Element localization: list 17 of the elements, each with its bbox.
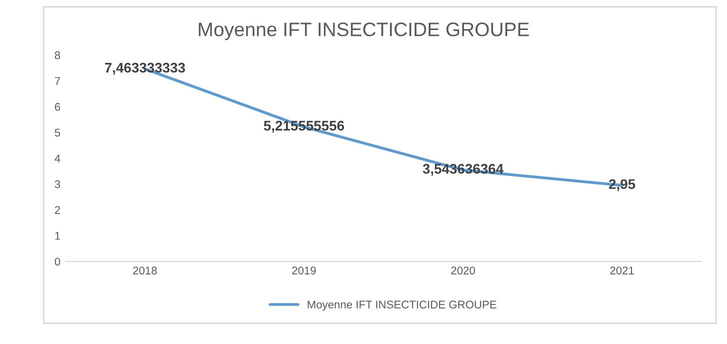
data-label: 7,463333333 — [104, 62, 185, 75]
legend-label: Moyenne IFT INSECTICIDE GROUPE — [308, 300, 496, 311]
data-label: 2,95 — [609, 179, 636, 192]
y-tick-label: 2 — [54, 206, 60, 214]
y-tick-label: 6 — [54, 102, 60, 111]
x-tick-label: 2020 — [451, 266, 475, 274]
y-tick-label: 3 — [54, 180, 60, 188]
y-tick-label: 1 — [55, 232, 60, 240]
y-tick-label: 5 — [54, 128, 60, 137]
x-tick-label: 2021 — [610, 266, 634, 274]
y-tick-label: 0 — [54, 258, 60, 266]
y-tick-label: 8 — [54, 51, 60, 60]
x-tick-label: 2019 — [292, 266, 316, 274]
y-tick-label: 4 — [54, 154, 60, 162]
y-tick-label: 7 — [54, 77, 60, 85]
chart-title: Moyenne IFT INSECTICIDE GROUPE — [198, 22, 529, 40]
x-tick-label: 2018 — [133, 266, 157, 274]
